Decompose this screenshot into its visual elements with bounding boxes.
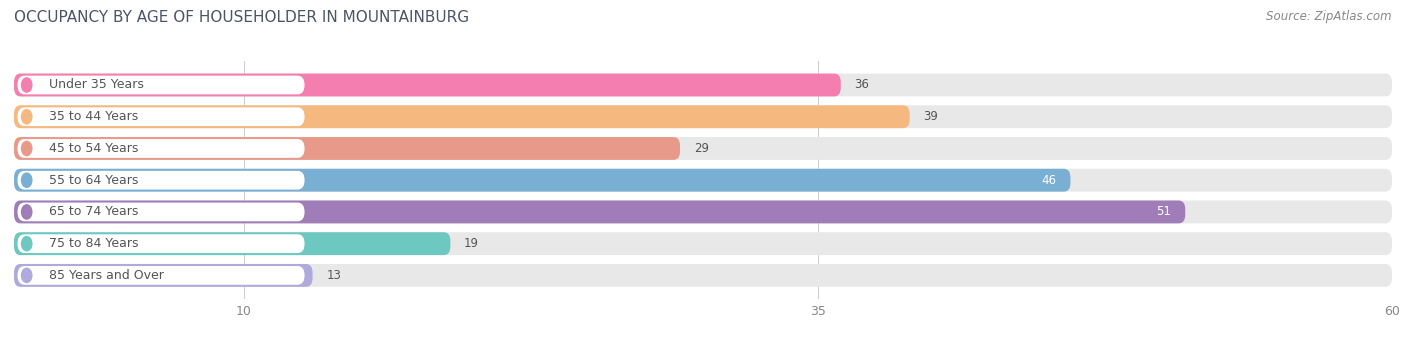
Circle shape [21, 173, 32, 187]
Text: OCCUPANCY BY AGE OF HOUSEHOLDER IN MOUNTAINBURG: OCCUPANCY BY AGE OF HOUSEHOLDER IN MOUNT… [14, 10, 470, 25]
FancyBboxPatch shape [17, 139, 305, 158]
Circle shape [21, 205, 32, 219]
FancyBboxPatch shape [14, 232, 1392, 255]
Text: 45 to 54 Years: 45 to 54 Years [48, 142, 138, 155]
Text: 35 to 44 Years: 35 to 44 Years [48, 110, 138, 123]
FancyBboxPatch shape [14, 232, 450, 255]
Text: 39: 39 [924, 110, 938, 123]
Circle shape [21, 141, 32, 156]
FancyBboxPatch shape [14, 201, 1392, 223]
FancyBboxPatch shape [14, 264, 1392, 287]
FancyBboxPatch shape [17, 266, 305, 285]
Text: 75 to 84 Years: 75 to 84 Years [48, 237, 138, 250]
Circle shape [21, 78, 32, 92]
Text: 36: 36 [855, 79, 869, 91]
FancyBboxPatch shape [14, 264, 312, 287]
FancyBboxPatch shape [14, 105, 1392, 128]
FancyBboxPatch shape [17, 234, 305, 253]
FancyBboxPatch shape [14, 73, 841, 97]
Circle shape [21, 237, 32, 251]
Text: 13: 13 [326, 269, 342, 282]
Text: Under 35 Years: Under 35 Years [48, 79, 143, 91]
FancyBboxPatch shape [17, 203, 305, 221]
Text: 55 to 64 Years: 55 to 64 Years [48, 174, 138, 187]
Circle shape [21, 268, 32, 283]
FancyBboxPatch shape [14, 169, 1070, 192]
FancyBboxPatch shape [14, 137, 681, 160]
FancyBboxPatch shape [17, 171, 305, 190]
Text: 51: 51 [1157, 205, 1171, 218]
FancyBboxPatch shape [17, 75, 305, 95]
Text: 19: 19 [464, 237, 479, 250]
Text: 65 to 74 Years: 65 to 74 Years [48, 205, 138, 218]
Text: 29: 29 [693, 142, 709, 155]
Text: 85 Years and Over: 85 Years and Over [48, 269, 163, 282]
Text: Source: ZipAtlas.com: Source: ZipAtlas.com [1267, 10, 1392, 23]
FancyBboxPatch shape [14, 105, 910, 128]
FancyBboxPatch shape [14, 201, 1185, 223]
FancyBboxPatch shape [14, 169, 1392, 192]
Circle shape [21, 109, 32, 124]
Text: 46: 46 [1042, 174, 1057, 187]
FancyBboxPatch shape [17, 107, 305, 126]
FancyBboxPatch shape [14, 137, 1392, 160]
FancyBboxPatch shape [14, 73, 1392, 97]
